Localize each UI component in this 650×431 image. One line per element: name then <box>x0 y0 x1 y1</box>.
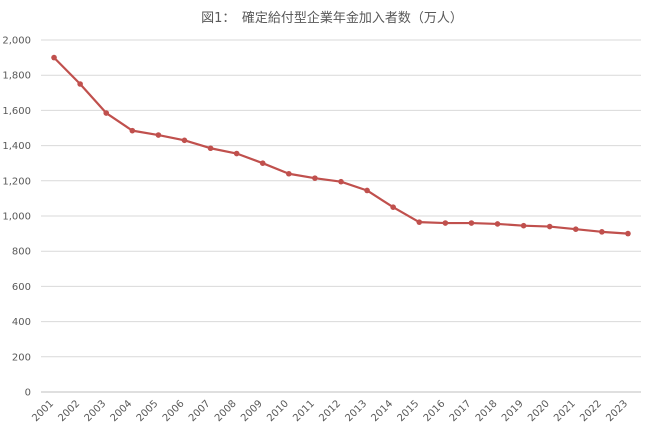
x-tick-label: 2017 <box>448 398 474 424</box>
x-tick-label: 2004 <box>109 398 135 424</box>
x-tick-label: 2013 <box>343 398 369 424</box>
y-tick-label: 200 <box>12 352 31 363</box>
data-point <box>181 137 188 144</box>
y-tick-label: 1,200 <box>2 176 31 187</box>
x-tick-label: 2021 <box>552 398 578 424</box>
data-point <box>494 221 501 227</box>
data-point <box>390 204 396 210</box>
data-point <box>442 220 449 226</box>
x-tick-label: 2023 <box>604 398 630 424</box>
data-point <box>259 160 266 166</box>
x-tick-label: 2006 <box>161 398 187 424</box>
data-point <box>520 222 527 229</box>
data-point <box>338 178 344 185</box>
data-point <box>546 223 553 230</box>
x-tick-label: 2008 <box>213 398 239 424</box>
y-tick-label: 400 <box>12 317 31 328</box>
data-point <box>51 54 57 61</box>
x-tick-label: 2018 <box>474 398 500 424</box>
x-tick-label: 2001 <box>30 398 56 424</box>
x-tick-label: 2002 <box>56 398 82 424</box>
x-tick-label: 2010 <box>265 398 291 424</box>
data-point <box>572 226 579 232</box>
x-tick-label: 2007 <box>187 398 213 424</box>
x-tick-label: 2009 <box>239 398 265 424</box>
data-point <box>312 175 318 181</box>
data-point <box>129 127 136 134</box>
y-tick-label: 800 <box>12 247 31 258</box>
y-tick-label: 600 <box>12 282 31 293</box>
y-tick-label: 1,000 <box>2 212 31 223</box>
x-tick-label: 2015 <box>396 398 422 424</box>
x-tick-label: 2020 <box>526 398 552 424</box>
data-point <box>364 187 370 194</box>
y-tick-label: 1,800 <box>2 71 31 82</box>
data-point <box>77 81 83 87</box>
data-point <box>286 170 292 177</box>
data-point <box>207 145 214 152</box>
label-layer: 0 200 400 600 800 1,000 1,200 1,400 1,600 1,800 2,… <box>2 36 630 425</box>
chart-title: 図1： 確定給付型企業年金加入者数（万人） <box>201 10 463 26</box>
y-tick-label: 1,600 <box>2 106 31 117</box>
data-point <box>416 219 423 225</box>
x-tick-label: 2014 <box>370 398 396 424</box>
y-tick-label: 2,000 <box>2 36 31 47</box>
y-tick-label: 0 <box>25 388 31 399</box>
data-point <box>103 110 110 116</box>
series-layer <box>51 54 631 237</box>
x-tick-label: 2012 <box>317 398 343 424</box>
grid-layer <box>41 39 641 393</box>
y-tick-label: 1,400 <box>2 141 31 152</box>
x-tick-label: 2016 <box>422 398 448 424</box>
data-point <box>599 229 605 235</box>
x-tick-label: 2022 <box>578 398 604 424</box>
x-tick-label: 2003 <box>83 398 109 424</box>
data-point <box>625 230 631 237</box>
x-tick-label: 2005 <box>135 398 161 424</box>
data-point <box>468 220 475 226</box>
data-point <box>155 132 162 138</box>
x-tick-label: 2011 <box>291 398 317 424</box>
x-tick-label: 2019 <box>500 398 526 424</box>
data-point <box>233 150 240 157</box>
